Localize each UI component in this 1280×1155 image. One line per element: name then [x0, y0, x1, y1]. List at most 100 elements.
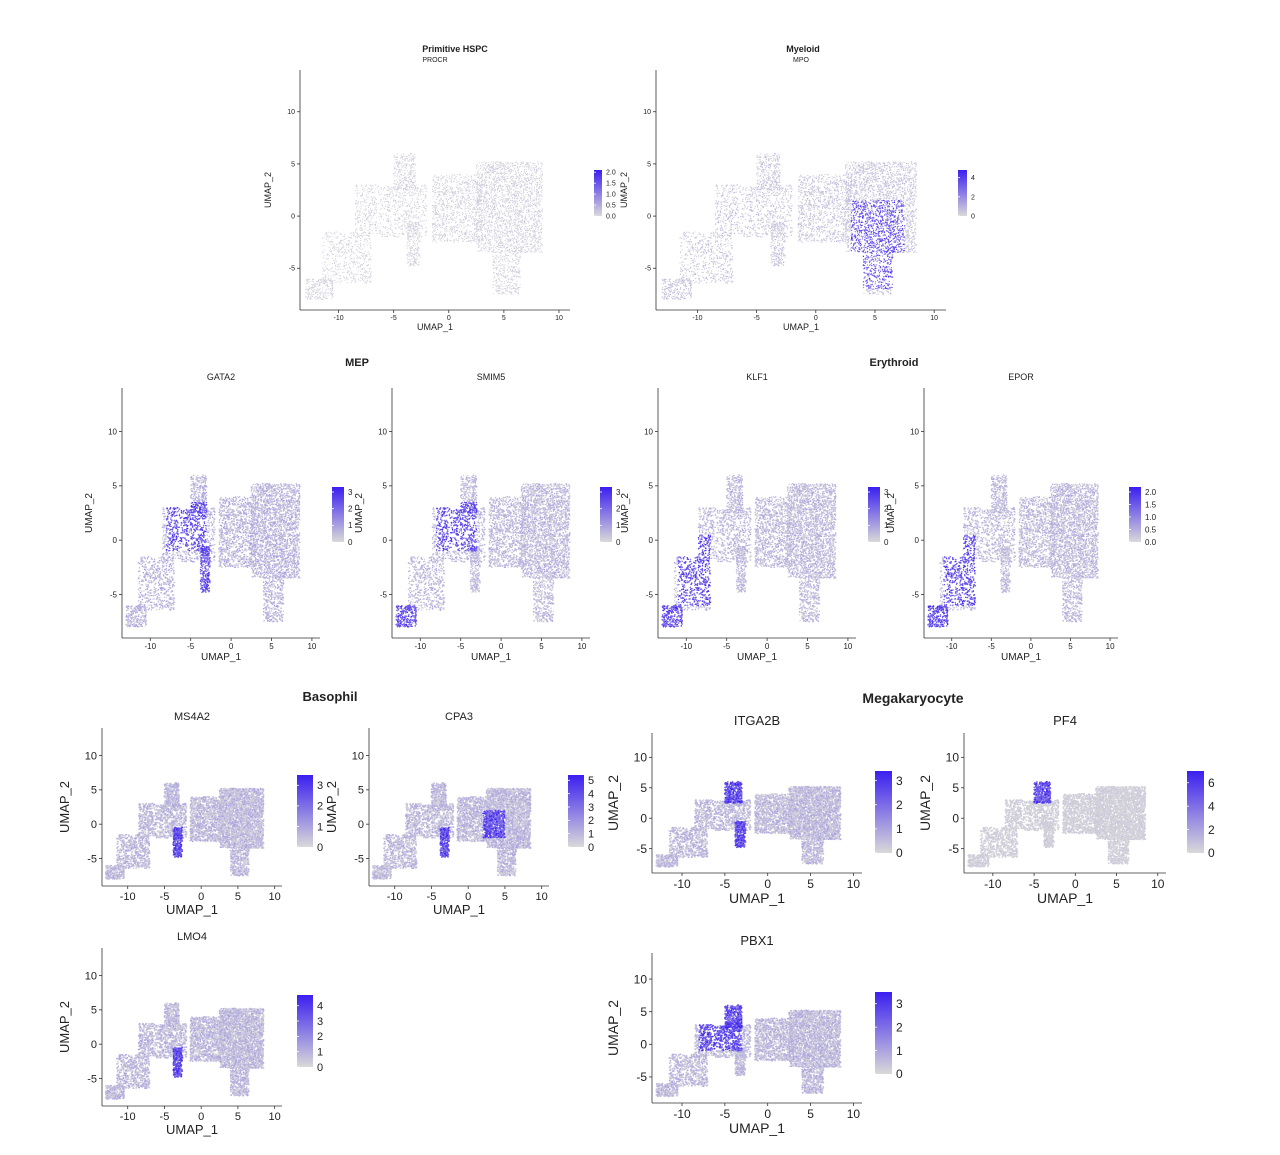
panel-title-procr: PROCR: [422, 57, 447, 64]
cell-point: [496, 194, 497, 195]
cell-point: [489, 189, 490, 190]
cell-point: [515, 201, 516, 202]
cell-point: [508, 166, 509, 167]
cell-point: [514, 211, 515, 212]
cell-point: [491, 194, 492, 195]
cell-point: [518, 231, 519, 232]
cell-point: [513, 184, 514, 185]
cell-point: [509, 233, 510, 234]
cell-point: [532, 180, 533, 181]
cell-point: [494, 191, 495, 192]
cell-point: [510, 194, 511, 195]
cell-point: [538, 230, 539, 231]
cell-point: [485, 180, 486, 181]
cell-point: [480, 191, 481, 192]
cell-point: [522, 204, 523, 205]
cell-point: [496, 183, 497, 184]
cell-point: [491, 232, 492, 233]
cell-point: [478, 173, 479, 174]
cell-point: [506, 173, 507, 174]
cell-point: [513, 219, 514, 220]
cell-point: [500, 210, 501, 211]
cell-point: [521, 193, 522, 194]
cell-point: [501, 247, 502, 248]
cell-point: [515, 180, 516, 181]
cell-point: [482, 179, 483, 180]
cell-point: [496, 234, 497, 235]
cell-point: [493, 207, 494, 208]
cell-point: [487, 191, 488, 192]
cell-point: [514, 238, 515, 239]
cell-point: [509, 223, 510, 224]
cell-point: [492, 217, 493, 218]
cell-point: [538, 219, 539, 220]
cell-point: [512, 183, 513, 184]
cell-point: [516, 241, 517, 242]
cell-point: [504, 230, 505, 231]
group-title-basophil: Basophil: [303, 689, 358, 704]
cell-point: [496, 219, 497, 220]
cell-point: [534, 175, 535, 176]
cell-point: [482, 233, 483, 234]
cell-point: [489, 208, 490, 209]
cell-point: [485, 229, 486, 230]
cell-point: [521, 224, 522, 225]
cell-point: [501, 211, 502, 212]
cell-point: [509, 208, 510, 209]
cell-point: [513, 181, 514, 182]
cell-point: [477, 174, 478, 175]
cell-point: [534, 178, 535, 179]
cell-point: [531, 201, 532, 202]
cell-point: [495, 228, 496, 229]
cell-point: [530, 200, 531, 201]
cell-point: [507, 246, 508, 247]
cell-point: [533, 175, 534, 176]
cell-point: [532, 240, 533, 241]
cell-point: [506, 164, 507, 165]
cell-point: [482, 193, 483, 194]
cell-point: [490, 164, 491, 165]
cell-point: [540, 248, 541, 249]
cell-point: [509, 181, 510, 182]
cell-point: [513, 243, 514, 244]
group-title-mep: MEP: [345, 357, 369, 369]
cell-point: [492, 236, 493, 237]
cell-point: [526, 251, 527, 252]
cell-point: [512, 211, 513, 212]
cell-point: [521, 231, 522, 232]
cell-point: [524, 244, 525, 245]
cell-point: [476, 211, 477, 212]
cell-point: [531, 250, 532, 251]
cell-point: [527, 228, 528, 229]
cell-point: [522, 240, 523, 241]
cell-point: [512, 180, 513, 181]
cell-point: [514, 224, 515, 225]
cell-point: [491, 172, 492, 173]
cell-point: [525, 244, 526, 245]
cell-point: [520, 229, 521, 230]
cell-point: [503, 196, 504, 197]
cell-point: [521, 229, 522, 230]
cell-point: [488, 225, 489, 226]
cell-point: [535, 182, 536, 183]
cell-point: [490, 245, 491, 246]
group-title-erythroid: Erythroid: [870, 357, 919, 369]
cell-point: [540, 223, 541, 224]
cell-point: [511, 248, 512, 249]
cell-point: [541, 210, 542, 211]
cell-point: [529, 174, 530, 175]
cell-point: [540, 251, 541, 252]
cell-point: [495, 247, 496, 248]
cell-point: [480, 214, 481, 215]
cell-point: [520, 249, 521, 250]
cell-point: [519, 244, 520, 245]
cell-point: [515, 210, 516, 211]
cell-point: [486, 178, 487, 179]
cell-point: [503, 220, 504, 221]
cell-point: [489, 247, 490, 248]
cell-point: [517, 244, 518, 245]
cell-point: [492, 222, 493, 223]
cell-point: [540, 194, 541, 195]
cell-point: [520, 166, 521, 167]
